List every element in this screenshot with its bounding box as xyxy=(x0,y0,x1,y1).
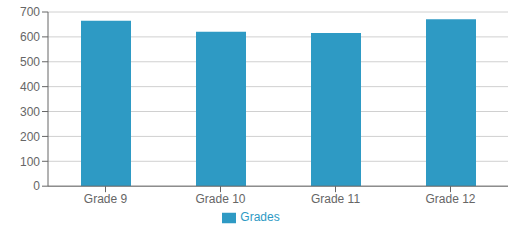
svg-text:600: 600 xyxy=(20,30,40,44)
svg-text:400: 400 xyxy=(20,80,40,94)
svg-text:300: 300 xyxy=(20,105,40,119)
svg-text:Grade 12: Grade 12 xyxy=(425,192,475,206)
svg-text:500: 500 xyxy=(20,55,40,69)
svg-text:700: 700 xyxy=(20,5,40,19)
svg-text:200: 200 xyxy=(20,130,40,144)
html-text:Grades: Grades xyxy=(240,210,280,225)
svg-text:100: 100 xyxy=(20,155,40,169)
svg-text:Grade 10: Grade 10 xyxy=(195,192,245,206)
svg-text:Grade 9: Grade 9 xyxy=(84,192,128,206)
svg-text:0: 0 xyxy=(33,179,40,193)
svg-text:Grade 11: Grade 11 xyxy=(311,192,360,206)
